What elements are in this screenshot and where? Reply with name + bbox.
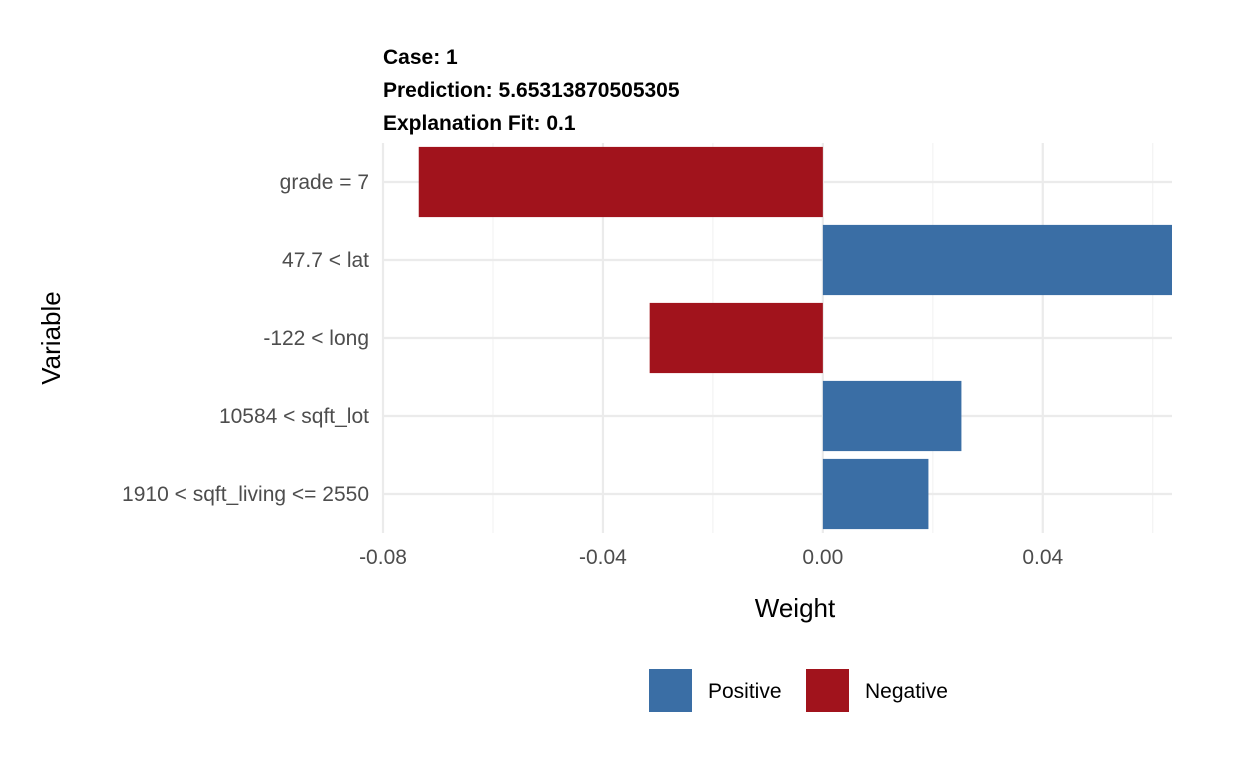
legend-swatch-negative	[806, 669, 849, 712]
bar-negative	[649, 302, 823, 374]
y-tick-label: grade = 7	[280, 171, 369, 194]
chart-title-block: Case: 1 Prediction: 5.65313870505305 Exp…	[383, 46, 680, 135]
y-tick-label: -122 < long	[263, 327, 369, 350]
title-prediction: Prediction: 5.65313870505305	[383, 79, 680, 102]
bar-positive	[822, 458, 929, 530]
bar-negative	[418, 146, 823, 218]
x-tick-labels: -0.08 -0.04 0.00 0.04	[359, 546, 1063, 569]
y-axis-title: Variable	[36, 291, 66, 384]
legend: Positive Negative	[649, 669, 948, 712]
bars	[418, 146, 1172, 530]
title-explanation-fit: Explanation Fit: 0.1	[383, 112, 576, 135]
x-tick-label: -0.04	[579, 546, 627, 569]
y-tick-labels: grade = 7 47.7 < lat -122 < long 10584 < sq…	[122, 171, 369, 506]
title-case: Case: 1	[383, 46, 458, 69]
legend-label-positive: Positive	[708, 680, 782, 703]
y-tick-label: 1910 < sqft_living <= 2550	[122, 483, 369, 506]
bar-positive	[822, 380, 962, 452]
y-tick-label: 47.7 < lat	[282, 249, 369, 272]
y-tick-label: 10584 < sqft_lot	[219, 405, 369, 428]
x-axis-title: Weight	[755, 593, 836, 623]
x-tick-label: -0.08	[359, 546, 407, 569]
legend-swatch-positive	[649, 669, 692, 712]
x-tick-label: 0.04	[1022, 546, 1063, 569]
legend-label-negative: Negative	[865, 680, 948, 703]
bar-positive	[822, 224, 1172, 296]
x-tick-label: 0.00	[802, 546, 843, 569]
